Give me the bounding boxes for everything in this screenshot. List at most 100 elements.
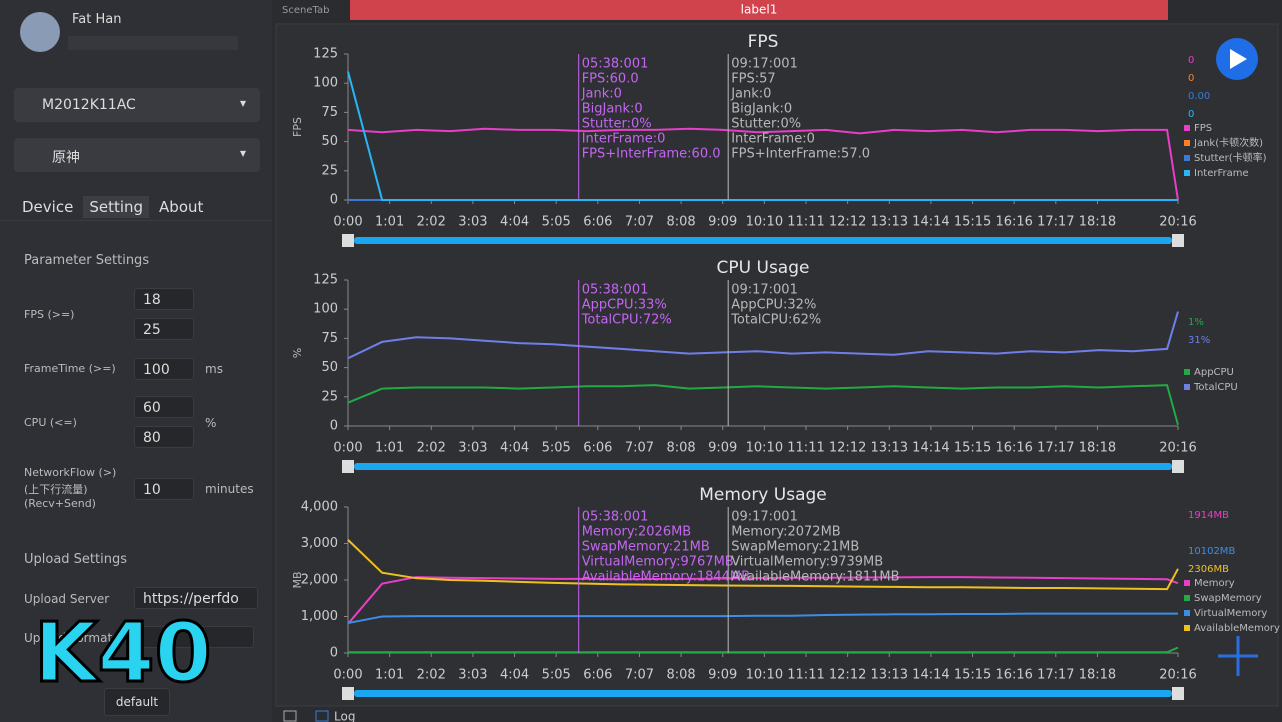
- x-tick-label: 2:02: [417, 668, 446, 683]
- series-line: [347, 127, 1179, 201]
- x-tick-label: 17:17: [1037, 668, 1074, 683]
- legend-label: VirtualMemory: [1194, 608, 1267, 619]
- log-label: Log: [334, 710, 355, 722]
- range-slider[interactable]: [354, 237, 1172, 244]
- param-input[interactable]: 100: [134, 358, 194, 380]
- series-line: [347, 384, 1179, 426]
- x-tick-label: 8:08: [666, 215, 695, 230]
- legend-swatch: [1184, 580, 1190, 586]
- legend-label: FPS: [1194, 123, 1212, 134]
- x-tick-label: 16:16: [995, 215, 1032, 230]
- x-tick-label: 7:07: [625, 668, 654, 683]
- x-tick-label: 18:18: [1079, 441, 1116, 456]
- add-button[interactable]: [1218, 636, 1258, 676]
- x-tick-label: 15:15: [954, 441, 991, 456]
- current-value: 2306MB: [1188, 564, 1229, 575]
- x-tick-label: 6:06: [583, 441, 612, 456]
- x-tick-label: 4:04: [500, 668, 529, 683]
- collapse-toggle[interactable]: [283, 710, 297, 722]
- x-tick-label: 14:14: [912, 668, 949, 683]
- field-label: Upload Server: [24, 592, 110, 606]
- x-tick-label: 13:13: [871, 215, 908, 230]
- cursor-tooltip: Stutter:0%: [582, 117, 652, 132]
- tabs: Device Setting About: [16, 196, 209, 218]
- param-input[interactable]: 10: [134, 478, 194, 500]
- param-input[interactable]: 60: [134, 396, 194, 418]
- current-value: 0: [1188, 55, 1194, 66]
- tab[interactable]: Device: [22, 198, 74, 216]
- cursor-tooltip: AvailableMemory:1844MB: [582, 570, 750, 585]
- cursor-tooltip: 05:38:001: [582, 283, 649, 298]
- series-line: [347, 612, 1178, 625]
- chart-title: Memory Usage: [699, 485, 827, 505]
- range-slider[interactable]: [354, 463, 1172, 470]
- x-tick-label: 15:15: [954, 215, 991, 230]
- chart-title: FPS: [748, 32, 779, 52]
- current-value: 0: [1188, 73, 1194, 84]
- cursor-tooltip: VirtualMemory:9739MB: [731, 555, 883, 570]
- slider-handle[interactable]: [1172, 460, 1184, 473]
- x-tick-label: 0:00: [333, 668, 362, 683]
- x-tick-label: 0:00: [333, 215, 362, 230]
- param-label: FrameTime (>=): [24, 362, 116, 375]
- slider-handle[interactable]: [1172, 234, 1184, 247]
- x-tick-label: 9:09: [708, 441, 737, 456]
- cursor-tooltip: 05:38:001: [582, 57, 649, 72]
- param-input[interactable]: 80: [134, 426, 194, 448]
- app-select[interactable]: 原神 ▾: [14, 138, 260, 172]
- param-unit: minutes: [205, 482, 254, 496]
- y-tick-label: 1,000: [301, 609, 338, 624]
- y-tick-label: 125: [313, 47, 338, 62]
- tab[interactable]: Setting: [83, 196, 150, 218]
- default-button[interactable]: default: [104, 688, 170, 716]
- cursor-tooltip: FPS+InterFrame:60.0: [582, 147, 721, 162]
- x-tick-label: 8:08: [666, 668, 695, 683]
- param-input[interactable]: 25: [134, 318, 194, 340]
- y-tick-label: 100: [313, 76, 338, 91]
- label-tab[interactable]: [350, 0, 1168, 20]
- legend-label: AvailableMemory: [1194, 623, 1280, 634]
- server-input[interactable]: https://perfdo: [134, 587, 258, 609]
- legend-label: SwapMemory: [1194, 593, 1262, 604]
- y-tick-label: 2,000: [301, 573, 338, 588]
- y-tick-label: 25: [321, 163, 338, 178]
- x-tick-label: 11:11: [787, 215, 824, 230]
- y-axis-label: MB: [291, 571, 304, 588]
- slider-handle[interactable]: [342, 234, 354, 247]
- y-tick-label: 50: [321, 360, 338, 375]
- legend-label: Stutter(卡顿率): [1194, 151, 1267, 164]
- series-line: [348, 646, 1179, 654]
- device-name: M2012K11AC: [42, 97, 136, 113]
- range-slider[interactable]: [354, 690, 1172, 697]
- x-tick-label: 6:06: [583, 668, 612, 683]
- param-input[interactable]: 18: [134, 288, 194, 310]
- cursor-tooltip: 09:17:001: [731, 283, 798, 298]
- slider-handle[interactable]: [342, 687, 354, 700]
- legend-swatch: [1184, 595, 1190, 601]
- y-tick-label: 125: [313, 273, 338, 288]
- label-tab-text: label1: [741, 3, 778, 17]
- cursor-tooltip: BigJank:0: [731, 102, 792, 117]
- scene-tab[interactable]: SceneTab: [282, 5, 329, 16]
- format-select[interactable]: [134, 626, 254, 648]
- x-tick-label: 15:15: [954, 668, 991, 683]
- y-tick-label: 100: [313, 302, 338, 317]
- current-value: 10102MB: [1188, 546, 1235, 557]
- x-tick-label: 1:01: [375, 441, 404, 456]
- tab[interactable]: About: [159, 198, 204, 216]
- chart-panel: [275, 23, 1279, 707]
- field-label: Upload Format: [24, 631, 113, 645]
- slider-handle[interactable]: [1172, 687, 1184, 700]
- y-tick-label: 75: [321, 331, 338, 346]
- x-tick-label: 3:03: [458, 668, 487, 683]
- device-select[interactable]: M2012K11AC ▾: [14, 88, 260, 122]
- slider-handle[interactable]: [342, 460, 354, 473]
- x-tick-label: 2:02: [417, 441, 446, 456]
- log-checkbox[interactable]: [315, 710, 329, 722]
- cursor-tooltip: AvailableMemory:1811MB: [731, 570, 899, 585]
- x-tick-label: 7:07: [625, 441, 654, 456]
- x-tick-label: 20:16: [1159, 215, 1196, 230]
- y-tick-label: 4,000: [301, 500, 338, 515]
- series-line: [347, 539, 1179, 591]
